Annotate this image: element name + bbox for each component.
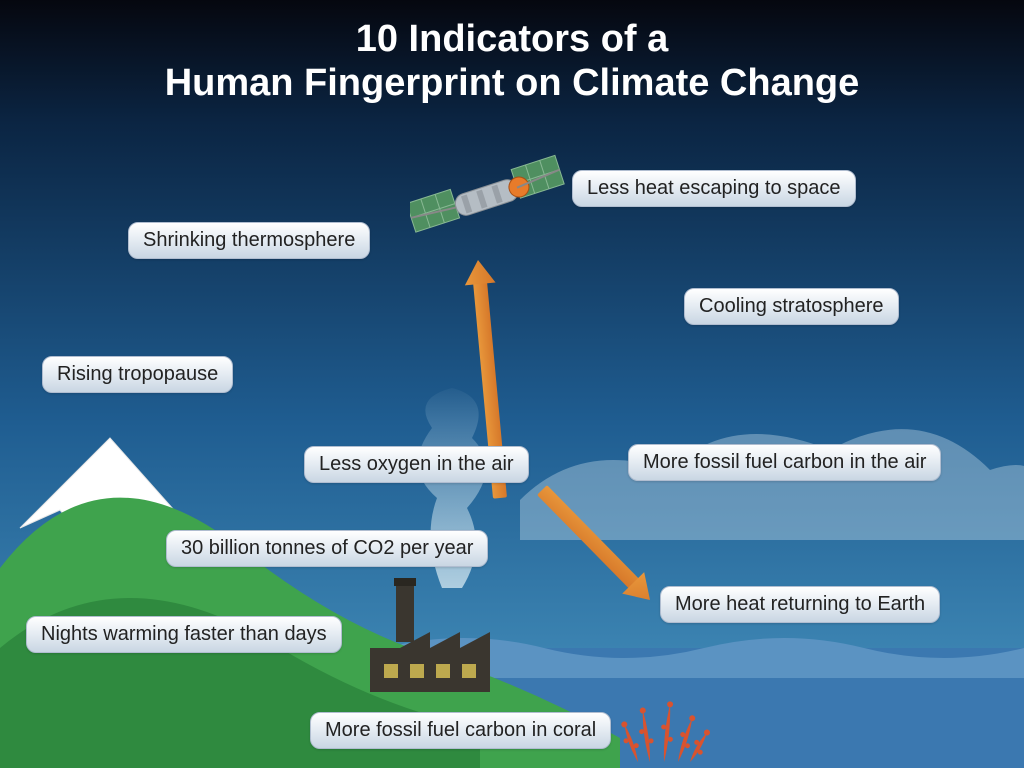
infographic-stage: 10 Indicators of a Human Fingerprint on … — [0, 0, 1024, 768]
label-more-ff-carbon-air: More fossil fuel carbon in the air — [628, 444, 941, 481]
label-less-oxygen: Less oxygen in the air — [304, 446, 529, 483]
label-shrinking-thermo: Shrinking thermosphere — [128, 222, 370, 259]
label-cooling-strato: Cooling stratosphere — [684, 288, 899, 325]
label-ff-carbon-coral: More fossil fuel carbon in coral — [310, 712, 611, 749]
satellite-icon — [410, 148, 570, 268]
label-rising-tropopause: Rising tropopause — [42, 356, 233, 393]
label-less-heat-escaping: Less heat escaping to space — [572, 170, 856, 207]
factory-icon — [370, 572, 510, 712]
page-title: 10 Indicators of a Human Fingerprint on … — [0, 18, 1024, 105]
arrow-down-icon — [531, 479, 661, 611]
label-co2-per-year: 30 billion tonnes of CO2 per year — [166, 530, 488, 567]
label-more-heat-returning: More heat returning to Earth — [660, 586, 940, 623]
title-line-2: Human Fingerprint on Climate Change — [0, 62, 1024, 106]
coral-icon — [620, 696, 710, 766]
title-line-1: 10 Indicators of a — [0, 18, 1024, 62]
label-nights-warming: Nights warming faster than days — [26, 616, 342, 653]
